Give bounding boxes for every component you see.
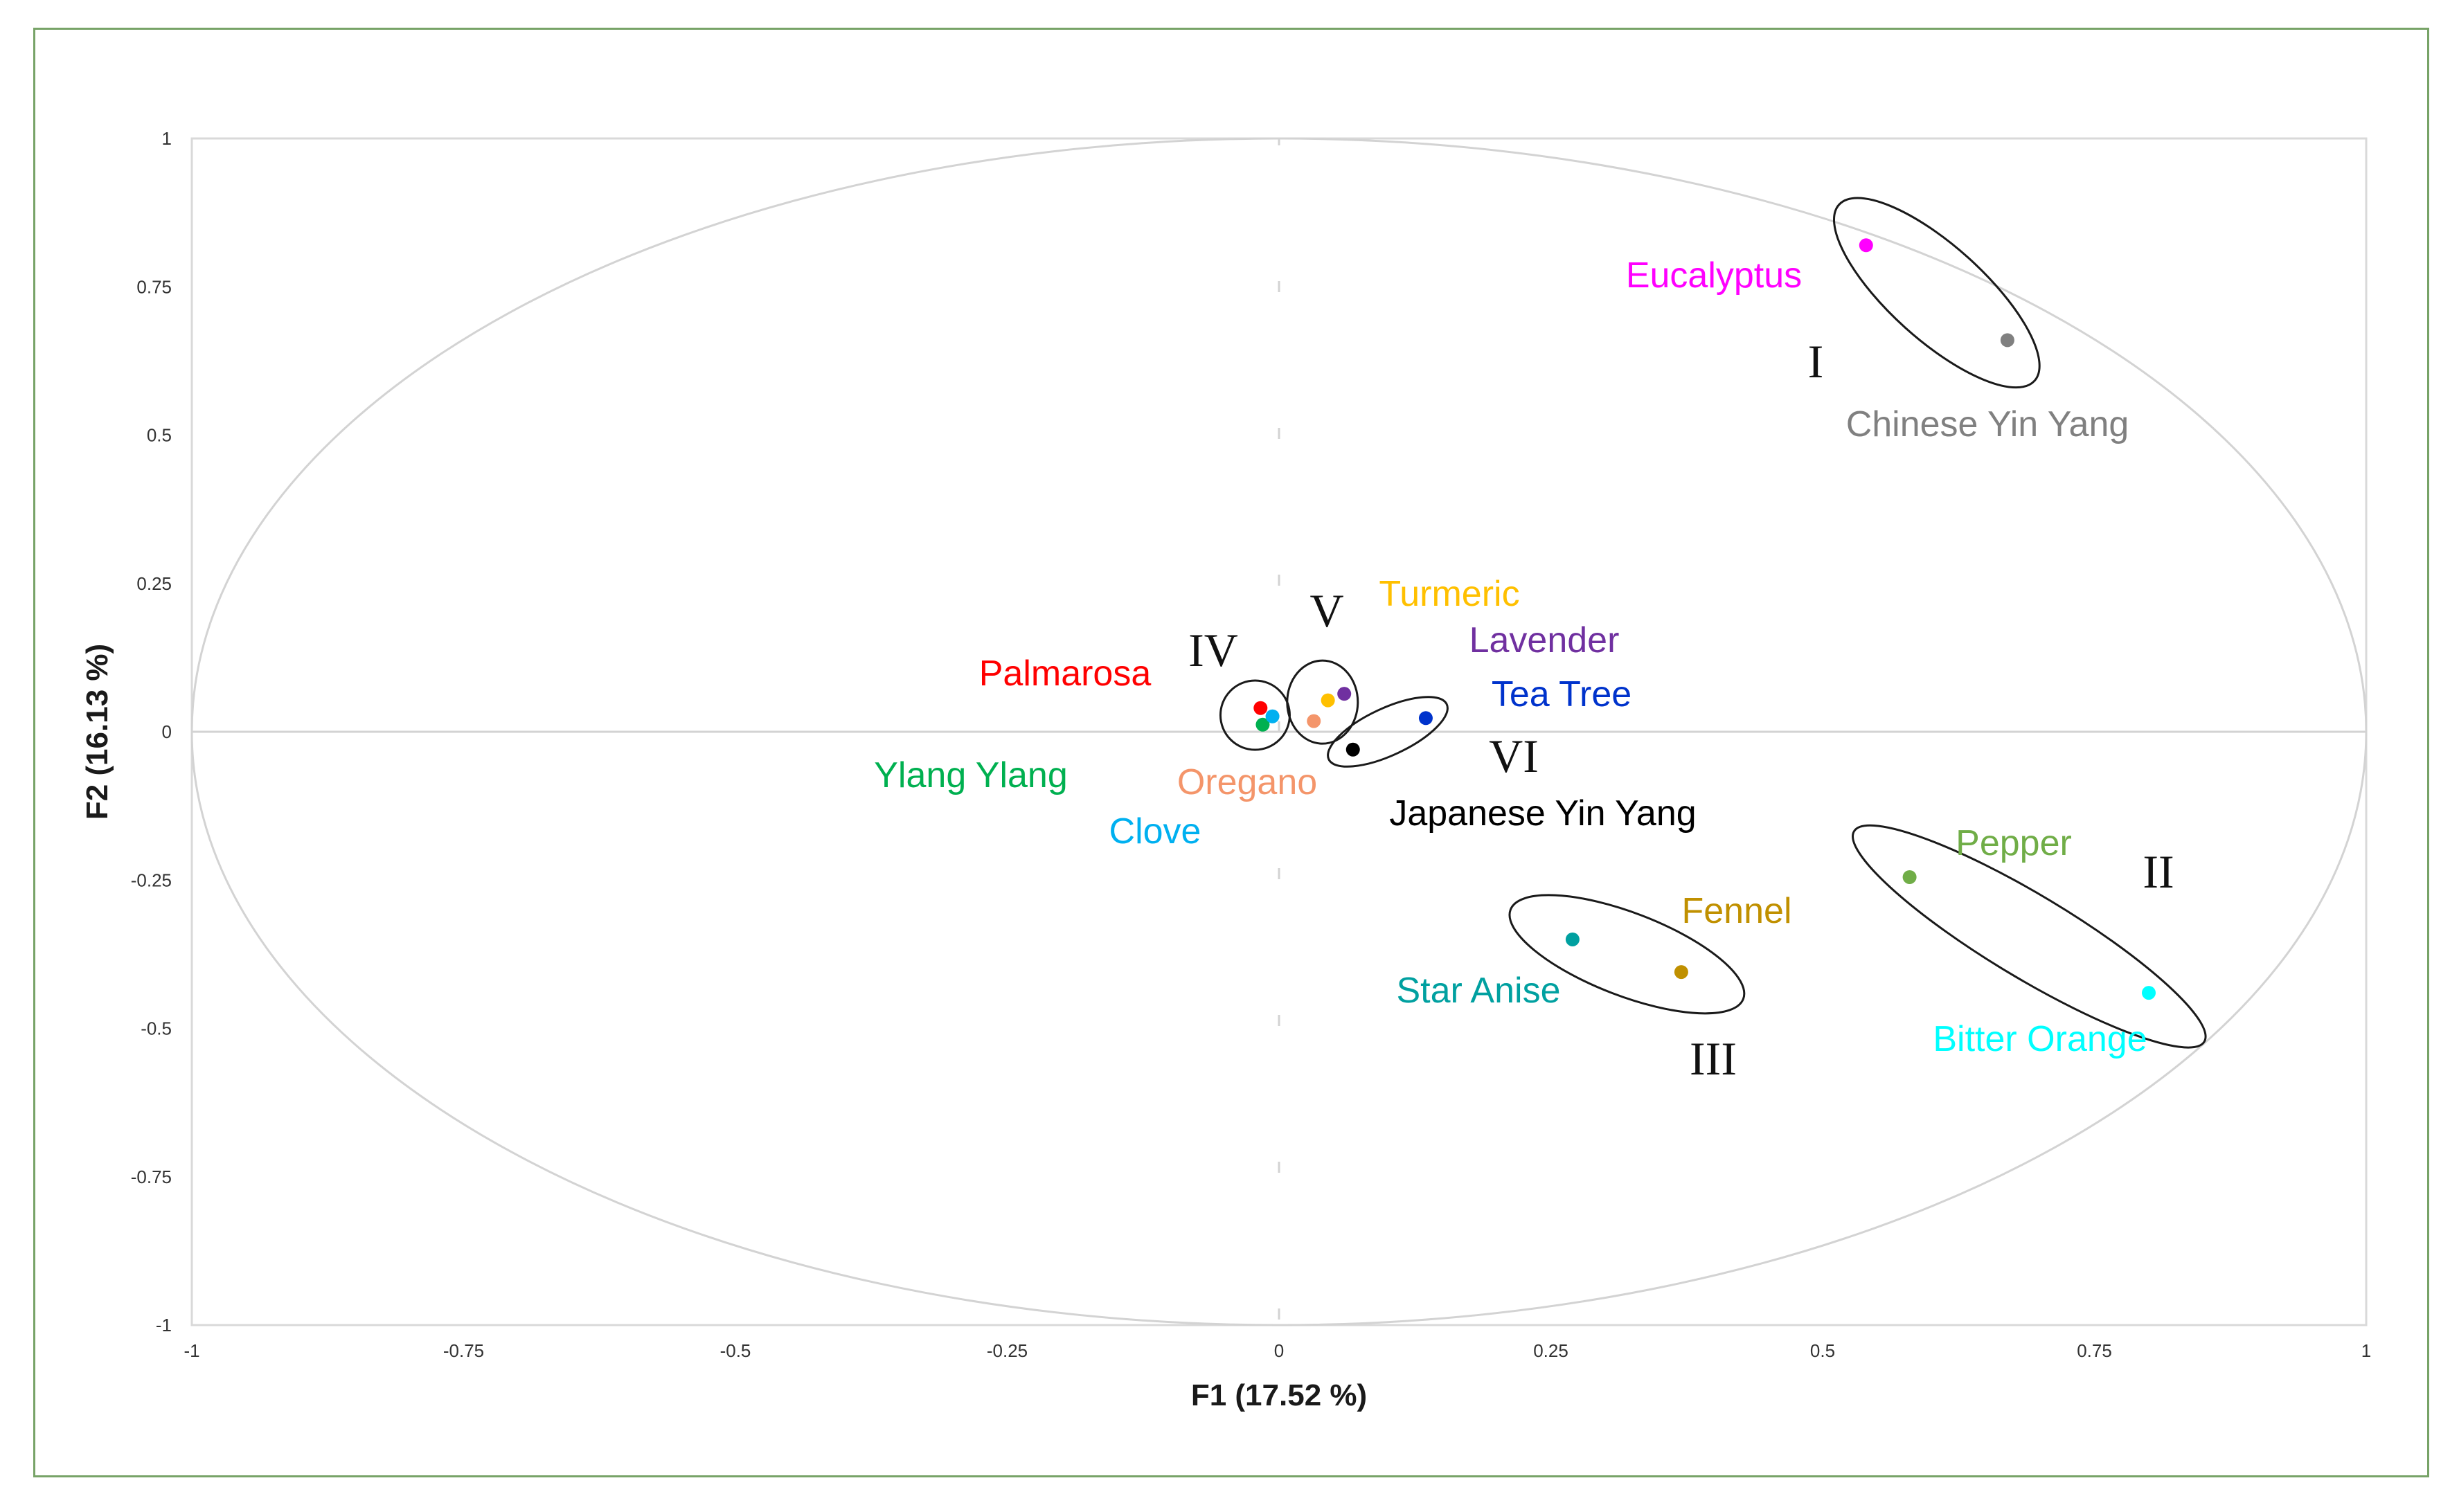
- point-label: Eucalyptus: [1626, 255, 1802, 296]
- data-point: [2000, 333, 2014, 348]
- group-ellipse-IV: [1219, 679, 1291, 751]
- group-label: III: [1690, 1032, 1737, 1085]
- point-label: Oregano: [1177, 762, 1317, 802]
- x-tick-label: 1: [2361, 1340, 2371, 1361]
- x-tick-label: -1: [184, 1340, 199, 1361]
- data-point: [1255, 717, 1270, 732]
- y-tick-label: -0.75: [131, 1167, 172, 1187]
- y-tick-label: -0.25: [131, 870, 172, 890]
- y-tick-label: -0.5: [141, 1018, 172, 1039]
- group-ellipse-II: [1852, 824, 2207, 1049]
- data-point: [1674, 965, 1688, 980]
- data-point: [1265, 709, 1280, 723]
- data-point: [1345, 742, 1360, 757]
- point-label: Star Anise: [1396, 971, 1560, 1011]
- y-tick-label: -1: [156, 1315, 172, 1335]
- x-tick-label: -0.25: [987, 1340, 1028, 1361]
- x-tick-label: -0.5: [720, 1340, 751, 1361]
- data-point: [1902, 870, 1917, 884]
- group-label: II: [2143, 845, 2174, 898]
- data-point: [1321, 693, 1335, 708]
- point-label: Fennel: [1682, 891, 1792, 931]
- x-tick-label: 0.25: [1533, 1340, 1568, 1361]
- y-tick-label: 0.5: [147, 425, 172, 446]
- y-tick-label: 0.75: [136, 276, 172, 297]
- y-tick-label: 0.25: [136, 573, 172, 594]
- data-point: [1253, 701, 1268, 715]
- y-tick-label: 0: [162, 721, 172, 742]
- x-axis-title: F1 (17.52 %): [1191, 1378, 1367, 1412]
- data-point: [2142, 986, 2156, 1000]
- x-tick-label: -0.75: [443, 1340, 484, 1361]
- x-tick-label: 0.5: [1810, 1340, 1835, 1361]
- point-label: Tea Tree: [1492, 674, 1631, 714]
- point-label: Japanese Yin Yang: [1389, 793, 1696, 834]
- point-label: Ylang Ylang: [874, 755, 1068, 795]
- point-label: Clove: [1109, 811, 1201, 852]
- group-ellipse-VI: [1327, 696, 1449, 768]
- data-point: [1565, 932, 1580, 946]
- data-point: [1859, 238, 1873, 253]
- point-label: Pepper: [1956, 823, 2072, 863]
- point-label: Bitter Orange: [1933, 1019, 2147, 1059]
- chart-frame: [33, 28, 2429, 1477]
- group-ellipse-V: [1286, 659, 1359, 745]
- x-tick-label: 0: [1274, 1340, 1284, 1361]
- group-label: V: [1309, 584, 1343, 637]
- data-point: [1307, 714, 1321, 728]
- group-label: IV: [1188, 624, 1238, 676]
- group-label: I: [1808, 335, 1824, 388]
- data-point: [1337, 687, 1352, 701]
- point-label: Lavender: [1469, 620, 1620, 660]
- group-ellipse-III: [1508, 894, 1746, 1015]
- y-axis-title: F2 (16.13 %): [80, 644, 114, 820]
- group-ellipse-I: [1833, 197, 2041, 389]
- point-label: Palmarosa: [979, 654, 1152, 694]
- point-label: Turmeric: [1379, 574, 1519, 614]
- y-tick-label: 1: [162, 128, 172, 149]
- data-point: [1418, 711, 1433, 726]
- x-tick-label: 0.75: [2077, 1340, 2112, 1361]
- group-label: VI: [1489, 730, 1539, 782]
- point-label: Chinese Yin Yang: [1846, 404, 2129, 444]
